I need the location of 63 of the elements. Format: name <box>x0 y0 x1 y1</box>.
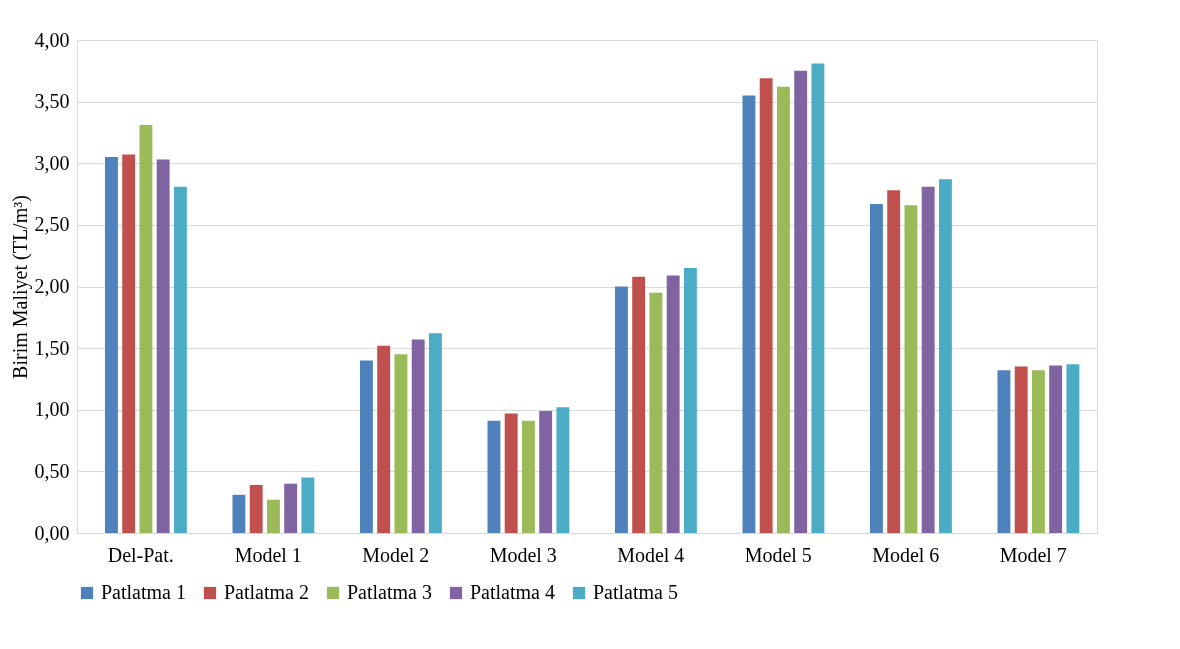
y-tick-label: 4,00 <box>34 28 70 51</box>
bar <box>776 86 790 533</box>
bar <box>156 159 170 533</box>
y-axis-title: Birim Maliyet (TL/m³) <box>8 195 32 379</box>
bar <box>794 70 808 533</box>
bar <box>122 154 136 533</box>
bar <box>487 420 501 533</box>
bar <box>811 63 825 533</box>
bar <box>521 420 535 533</box>
legend-label: Patlatma 4 <box>470 581 555 603</box>
bar <box>504 413 518 533</box>
bar <box>1066 364 1080 533</box>
legend-label: Patlatma 2 <box>224 581 309 603</box>
legend-label: Patlatma 5 <box>593 581 678 603</box>
bar <box>556 407 570 533</box>
bar <box>232 494 246 533</box>
bar <box>394 354 408 533</box>
bar <box>301 477 315 533</box>
bar <box>284 483 298 533</box>
bar <box>266 499 280 533</box>
bar <box>904 205 918 533</box>
legend-label: Patlatma 3 <box>347 581 432 603</box>
x-tick-label: Model 5 <box>744 543 812 566</box>
bar <box>139 125 153 533</box>
bar <box>539 410 553 533</box>
bar <box>249 484 263 533</box>
x-tick-label: Model 4 <box>617 543 685 566</box>
y-tick-label: 3,00 <box>34 151 70 174</box>
bar <box>1049 365 1063 533</box>
bar <box>173 186 187 533</box>
bar <box>997 370 1011 533</box>
x-tick-label: Model 3 <box>489 543 557 566</box>
bar <box>683 268 697 533</box>
bar <box>104 157 118 533</box>
y-tick-label: 1,00 <box>34 398 70 421</box>
bar <box>887 190 901 533</box>
bar <box>921 186 935 533</box>
x-tick-label: Model 2 <box>362 543 430 566</box>
y-tick-label: 2,00 <box>34 275 70 297</box>
bar <box>377 345 391 533</box>
x-tick-label: Model 6 <box>872 543 940 566</box>
y-tick-label: 1,50 <box>34 336 70 359</box>
legend-label: Patlatma 1 <box>101 581 186 603</box>
bar <box>1031 370 1045 533</box>
bar <box>359 360 373 533</box>
bar <box>666 275 680 533</box>
bar <box>614 286 628 533</box>
y-tick-label: 0,00 <box>34 521 70 544</box>
bar <box>742 95 756 533</box>
bar <box>1014 366 1028 533</box>
bar <box>632 276 646 533</box>
x-tick-label: Model 7 <box>999 543 1067 566</box>
bar <box>759 78 773 533</box>
x-tick-label: Model 1 <box>234 543 302 566</box>
y-tick-label: 3,50 <box>34 90 70 113</box>
bar <box>649 292 663 533</box>
bar <box>411 339 425 533</box>
y-tick-label: 0,50 <box>34 459 70 482</box>
bar <box>428 333 442 533</box>
x-tick-label: Del-Pat. <box>107 543 174 566</box>
bar <box>869 203 883 533</box>
y-tick-label: 2,50 <box>34 213 70 236</box>
bar <box>938 179 952 533</box>
